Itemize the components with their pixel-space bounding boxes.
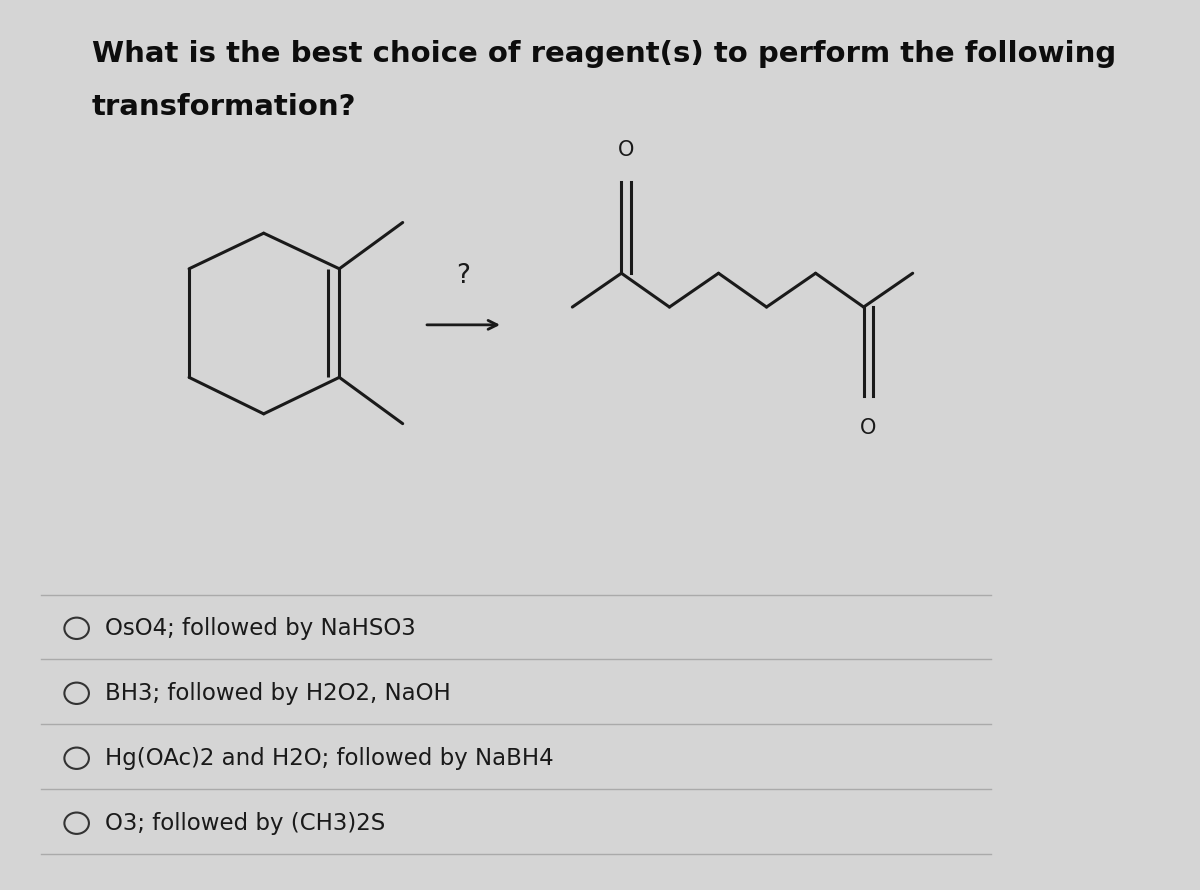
Text: Hg(OAc)2 and H2O; followed by NaBH4: Hg(OAc)2 and H2O; followed by NaBH4 xyxy=(106,747,554,770)
Text: OsO4; followed by NaHSO3: OsO4; followed by NaHSO3 xyxy=(106,617,416,640)
Text: O: O xyxy=(860,418,876,438)
Text: O3; followed by (CH3)2S: O3; followed by (CH3)2S xyxy=(106,812,385,835)
Text: transformation?: transformation? xyxy=(92,93,356,121)
Text: O: O xyxy=(618,141,634,160)
Text: What is the best choice of reagent(s) to perform the following: What is the best choice of reagent(s) to… xyxy=(92,40,1116,68)
Text: ?: ? xyxy=(456,263,470,289)
Text: BH3; followed by H2O2, NaOH: BH3; followed by H2O2, NaOH xyxy=(106,682,451,705)
